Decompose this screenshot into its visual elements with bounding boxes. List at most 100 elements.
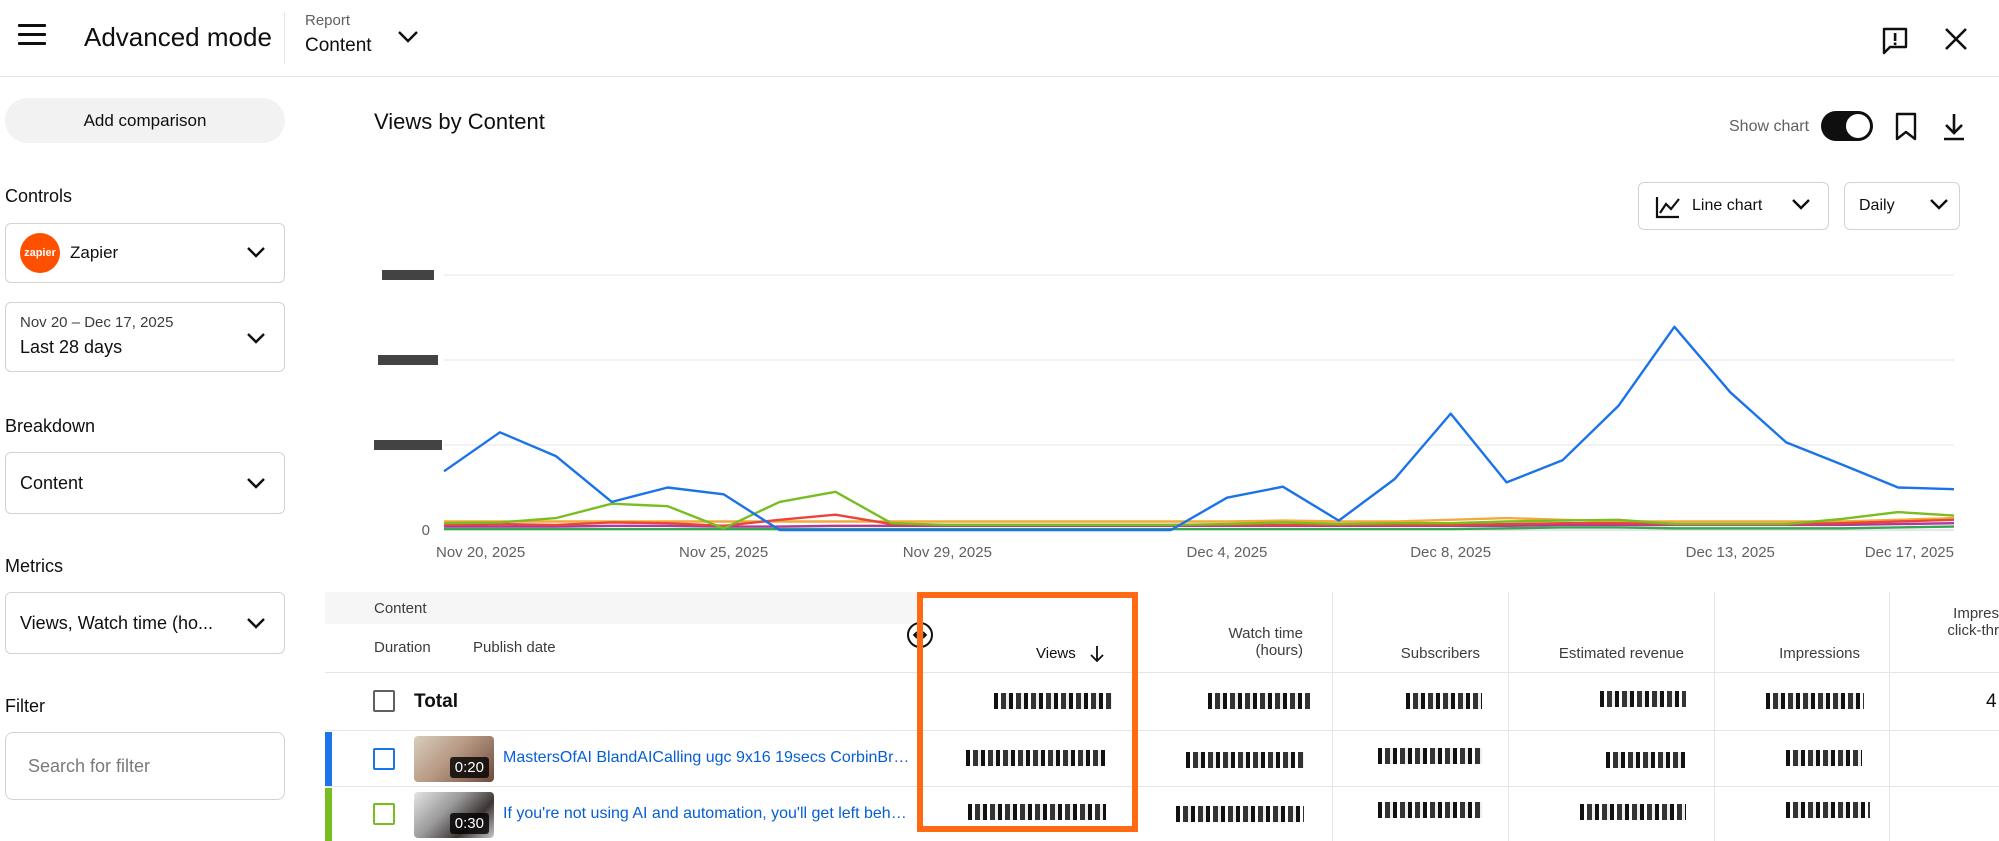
filter-heading: Filter [5,696,45,716]
redacted-y-tick [378,355,438,365]
download-icon[interactable] [1941,112,1967,142]
col-header-subscribers[interactable]: Subscribers [1400,645,1480,662]
col-header-impressions[interactable]: Impressions [1779,645,1860,662]
chevron-down-icon [247,618,265,629]
column-divider [1714,592,1715,841]
zapier-logo: zapier [20,233,60,273]
total-ctr-value: 4 [1986,691,1997,712]
video-duration: 0:20 [449,757,489,778]
top-bar: Advanced mode Report Content [0,0,1999,77]
content-header-strip [325,592,920,624]
x-tick-label: Dec 8, 2025 [1410,544,1491,561]
redacted-value [968,804,1106,820]
sort-arrow-down-icon[interactable] [1089,645,1105,663]
series-line[interactable] [444,516,1955,523]
redacted-value [1186,752,1304,768]
sidebar: Add comparison Controls zapier Zapier No… [0,77,300,841]
views-column-highlight [917,592,1138,832]
date-preset-text: Last 28 days [20,337,123,357]
redacted-value [1786,802,1870,818]
series-line[interactable] [444,525,1955,531]
chevron-down-icon [247,478,265,489]
col-header-duration[interactable]: Duration [374,639,431,656]
redacted-y-tick [382,270,434,280]
x-tick-label: Nov 20, 2025 [436,544,525,561]
col-header-watch-time-line1: Watch time [1228,625,1303,642]
show-chart-toggle[interactable] [1821,111,1873,141]
row-checkbox[interactable] [373,748,395,770]
chevron-down-icon [398,31,418,43]
chevron-down-icon [247,333,265,344]
video-title-link[interactable]: MastersOfAI BlandAICalling ugc 9x16 19se… [503,749,910,766]
channel-name: Zapier [70,243,119,262]
col-header-watch-time[interactable]: Watch time (hours) [1160,625,1303,659]
report-selector[interactable]: Report Content [305,12,425,62]
chevron-down-icon [247,247,265,258]
col-header-views[interactable]: Views [1036,645,1076,662]
series-line[interactable] [443,325,1955,532]
chart-type-label: Line chart [1692,197,1763,214]
table-row-total [325,673,1999,731]
y-tick-label: 0 [422,522,430,539]
page-title: Advanced mode [84,22,272,52]
hamburger-menu-icon[interactable] [18,24,46,48]
x-tick-label: Nov 29, 2025 [903,544,992,561]
row-checkbox[interactable] [373,803,395,825]
col-header-ctr-line1: Impres [1953,605,1999,622]
column-divider [1889,592,1890,841]
col-header-content[interactable]: Content [374,600,427,617]
redacted-value [1406,693,1482,709]
controls-heading: Controls [5,186,73,206]
video-duration: 0:30 [449,813,489,834]
total-label: Total [414,691,458,712]
series-color-bar [325,788,332,841]
table-row[interactable] [325,732,1999,787]
views-line-chart: 0 Nov 20, 2025 Nov 25, 2025 Nov 29, 2025 Dec… [374,270,1955,561]
metrics-heading: Metrics [5,556,63,576]
redacted-value [966,750,1108,766]
breakdown-selector[interactable]: Content [5,452,285,514]
report-label: Report [305,12,351,29]
redacted-value [1606,752,1686,768]
total-checkbox[interactable] [373,690,395,712]
channel-selector[interactable]: zapier Zapier [5,223,285,283]
col-header-publish-date[interactable]: Publish date [473,639,556,656]
series-color-bar [325,732,332,786]
x-tick-label: Dec 4, 2025 [1187,544,1268,561]
chart-title: Views by Content [374,109,545,134]
redacted-value [1580,804,1686,820]
show-chart-label: Show chart [1729,118,1810,135]
metrics-selector[interactable]: Views, Watch time (ho... [5,592,285,654]
granularity-dropdown[interactable]: Daily [1844,182,1960,230]
series-line[interactable] [443,490,1955,530]
column-divider [1332,592,1333,841]
x-tick-label: Dec 17, 2025 [1865,544,1954,561]
chevron-down-icon [1792,199,1810,210]
x-tick-label: Dec 13, 2025 [1686,544,1775,561]
breakdown-heading: Breakdown [5,416,96,436]
feedback-icon[interactable] [1880,26,1910,56]
redacted-value [994,693,1112,709]
toggle-knob [1846,114,1870,138]
close-icon[interactable] [1943,26,1969,52]
column-divider [1508,592,1509,841]
filter-search-input[interactable] [28,751,268,781]
breakdown-value: Content [20,473,84,493]
bookmark-icon[interactable] [1894,112,1918,142]
x-tick-label: Nov 25, 2025 [679,544,768,561]
add-comparison-button[interactable]: Add comparison [5,98,285,143]
redacted-y-tick [374,440,442,450]
chart-type-dropdown[interactable]: Line chart [1638,182,1829,230]
video-title-link[interactable]: If you're not using AI and automation, y… [503,805,907,822]
filter-search-field[interactable] [5,732,285,800]
metrics-value: Views, Watch time (ho... [20,613,214,633]
video-thumbnail[interactable]: 0:30 [414,792,494,838]
redacted-value [1176,806,1304,822]
video-thumbnail[interactable]: 0:20 [414,736,494,782]
header-divider-line [325,672,1999,673]
col-header-impressions-ctr[interactable]: Impres click-thr [1900,605,1999,639]
redacted-value [1600,691,1686,707]
date-range-selector[interactable]: Nov 20 – Dec 17, 2025 Last 28 days [5,302,285,372]
col-header-estimated-revenue[interactable]: Estimated revenue [1558,645,1684,662]
col-header-ctr-line2: click-thr [1947,622,1999,639]
